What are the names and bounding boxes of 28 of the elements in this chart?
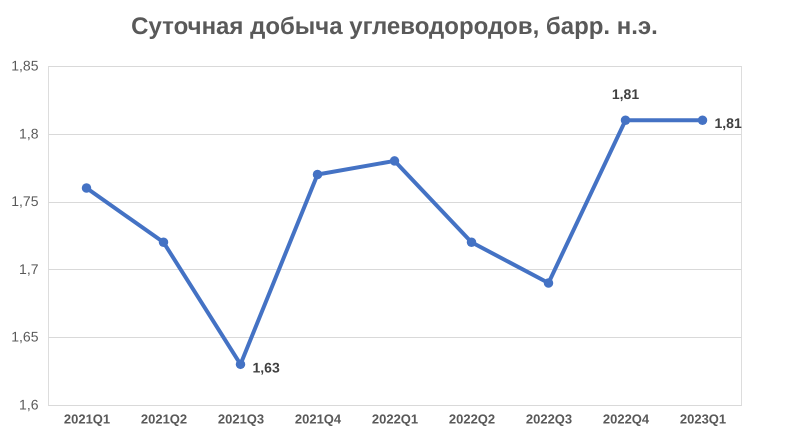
point [620,116,630,125]
data-label: 1,81 [612,86,640,102]
x-tick-label: 2022Q3 [526,412,572,426]
point [544,278,554,288]
y-tick-label: 1,8 [19,125,39,142]
point [236,360,246,370]
data-label: 1,81 [714,115,742,132]
x-tick-label: 2022Q4 [602,412,650,426]
x-tick-label: 2023Q1 [680,412,726,426]
point [390,156,400,166]
point [158,238,168,248]
data-label: 1,63 [252,359,280,376]
point [698,116,708,125]
y-tick-label: 1,75 [11,193,39,210]
y-tick-label: 1,85 [11,58,39,74]
y-tick-label: 1,6 [19,396,39,412]
x-tick-label: 2021Q3 [218,412,264,426]
point [82,183,92,193]
x-tick-label: 2022Q1 [372,412,418,426]
point [312,170,322,180]
y-tick-label: 1,65 [11,328,39,345]
chart-title: Суточная добыча углеводородов, барр. н.э. [131,13,658,40]
x-tick-label: 2021Q4 [294,412,342,426]
x-tick-label: 2022Q2 [448,412,496,426]
point [466,238,476,248]
y-tick-label: 1,7 [19,260,39,277]
x-tick-label: 2021Q1 [64,412,110,426]
x-tick-label: 2021Q2 [140,412,188,426]
